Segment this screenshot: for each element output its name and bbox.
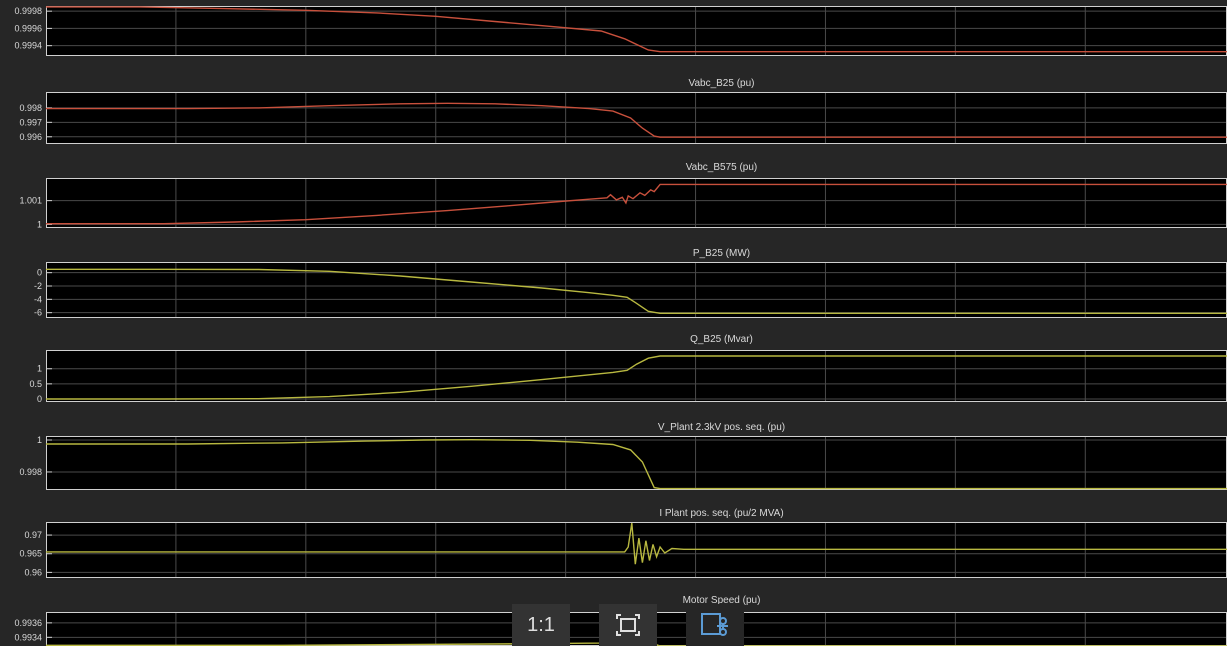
panel-title: P_B25 (MW) [693,248,750,259]
y-tick-label: 0.5 [29,379,42,389]
plot-area [46,262,1227,318]
series-line [46,268,1227,314]
y-tick-label: 1.001 [19,196,42,206]
y-tick-label: 0.9996 [14,23,42,33]
snip-tool-button[interactable] [686,604,744,646]
plot-area [46,436,1227,490]
y-tick-label: -4 [34,294,42,304]
y-tick-label: 1 [37,219,42,229]
scope-panel-6: 0.998 1 V_Plant 2.3kV pos. seq. (pu) [19,422,1227,490]
series-line [46,522,1227,565]
y-tick-label: 0.965 [19,549,42,559]
plot-area [46,350,1227,402]
y-tick-label: 0.9994 [14,41,42,51]
y-tick-label: 0.9936 [14,618,42,628]
y-tick-label: 1 [37,435,42,445]
y-tick-label: 0.998 [19,103,42,113]
panel-title: Vabc_B25 (pu) [689,78,755,89]
panel-title: Motor Speed (pu) [683,595,761,606]
scope-panel-7: 0.96 0.965 0.97 I Plant pos. seq. (pu/2 MVA… [19,508,1227,578]
y-tick-label: 0.9934 [14,632,42,642]
y-tick-label: 1 [37,364,42,374]
fit-to-window-icon [616,614,640,636]
fit-to-window-button[interactable] [599,604,657,646]
series-line [46,183,1227,225]
y-tick-label: 0.9998 [14,6,42,16]
y-tick-label: 0.997 [19,117,42,127]
viewer-toolbar: 1:1 [512,604,748,646]
scope-panel-1: 0.9994 0.9996 0.9998 [14,6,1227,56]
y-tick-label: 0 [37,268,42,278]
scope-panel-2: 0.996 0.997 0.998 Vabc_B25 (pu) [19,78,1227,144]
y-tick-label: 0.96 [24,567,42,577]
panel-title: I Plant pos. seq. (pu/2 MVA) [659,508,783,519]
series-line [46,102,1227,138]
y-tick-label: -6 [34,308,42,318]
actual-size-button[interactable]: 1:1 [512,604,570,646]
y-tick-label: -2 [34,281,42,291]
scope-panel-5: 0 0.5 1 Q_B25 (Mvar) [29,334,1227,404]
plot-area [46,178,1227,228]
panel-title: Q_B25 (Mvar) [690,334,753,345]
y-tick-label: 0 [37,394,42,404]
series-line [46,355,1227,400]
actual-size-label: 1:1 [527,613,555,636]
plot-area [46,6,1227,56]
y-tick-label: 0.998 [19,467,42,477]
plot-area [46,92,1227,144]
panel-title: Vabc_B575 (pu) [686,162,758,173]
scope-panel-4: -6 -4 -2 0 P_B25 (MW) [34,248,1227,318]
snip-tool-icon [701,613,728,636]
series-line [46,6,1227,53]
y-tick-label: 0.996 [19,132,42,142]
panel-title: V_Plant 2.3kV pos. seq. (pu) [658,422,785,433]
y-tick-label: 0.97 [24,530,42,540]
series-line [46,438,1227,490]
scope-panel-3: 1 1.001 Vabc_B575 (pu) [19,162,1227,229]
